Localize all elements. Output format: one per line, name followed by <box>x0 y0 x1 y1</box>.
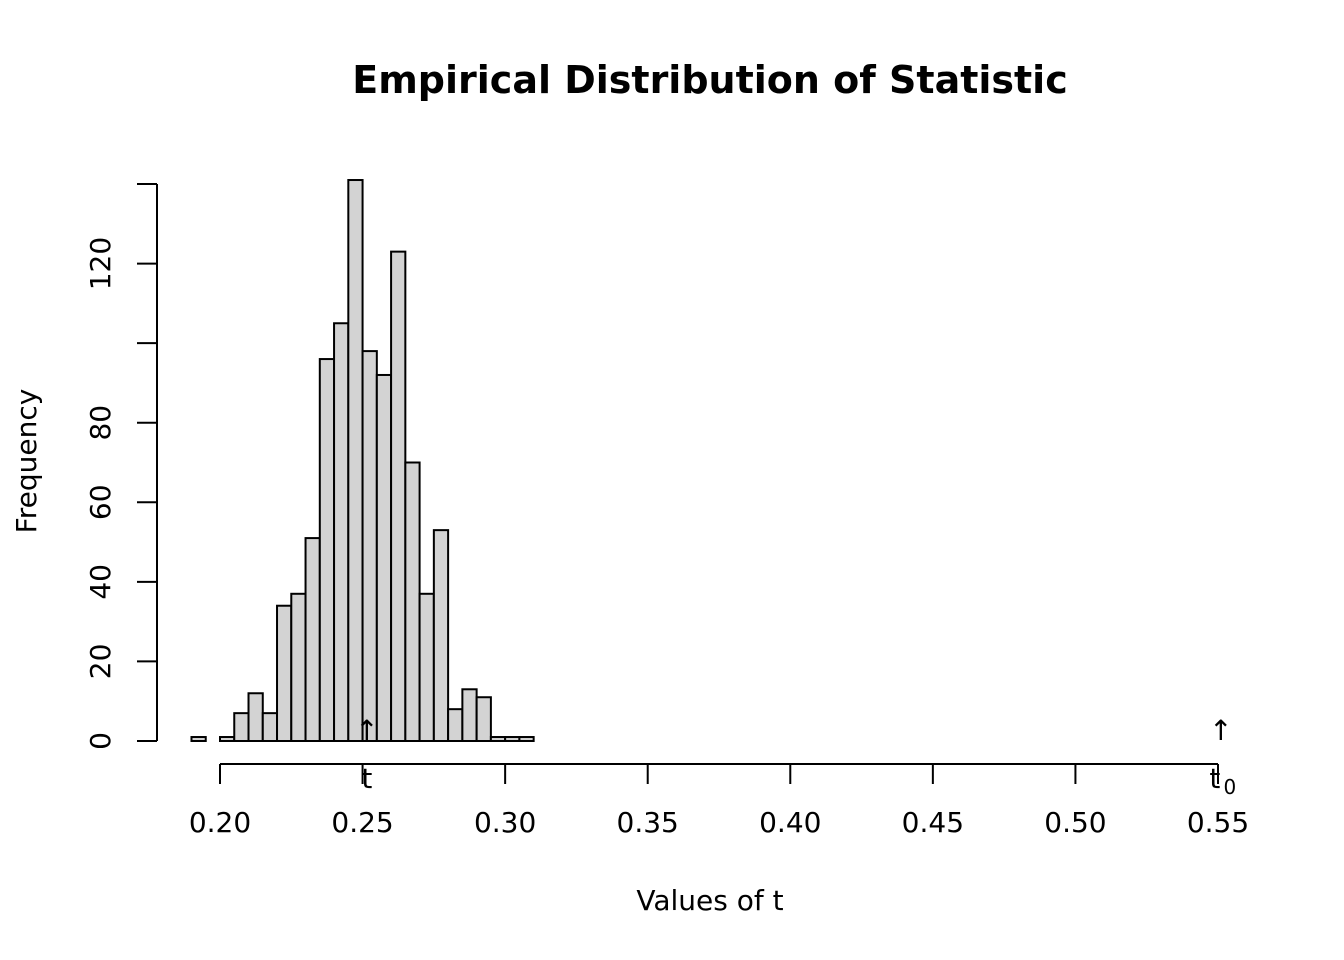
x-tick-label: 0.40 <box>759 806 821 839</box>
histogram-bar <box>475 696 492 743</box>
histogram-bar <box>489 736 507 742</box>
x-tick-label: 0.25 <box>331 806 393 839</box>
bars-group <box>190 179 535 743</box>
annotation-label: t <box>1209 762 1220 795</box>
histogram-bar <box>347 179 364 742</box>
annotation-arrow: ↑ <box>1209 714 1232 747</box>
x-axis: 0.20 0.25 0.30 0.35 0.40 0.45 0.50 0.55 <box>189 763 1249 839</box>
histogram-bar <box>361 350 378 742</box>
annotation-label: t <box>361 762 372 795</box>
histogram-bar <box>375 373 393 742</box>
y-tick-label: 60 <box>84 484 117 520</box>
y-tick-label: 20 <box>84 644 117 680</box>
x-tick-label: 0.55 <box>1187 806 1249 839</box>
y-tick-label: 40 <box>84 564 117 600</box>
histogram-bar <box>461 688 478 742</box>
histogram-bar <box>276 604 293 742</box>
histogram-bar <box>518 736 535 742</box>
annotation-arrow: ↑ <box>355 714 378 747</box>
histogram-bar <box>333 322 350 742</box>
chart-title: Empirical Distribution of Statistic <box>352 58 1068 102</box>
histogram-bar <box>247 692 264 742</box>
histogram-bar <box>290 592 307 742</box>
y-tick-label: 80 <box>84 405 117 441</box>
y-axis: 0 20 40 60 80 120 <box>84 183 158 750</box>
x-tick-label: 0.35 <box>617 806 679 839</box>
histogram-bar <box>418 592 435 742</box>
y-axis-label: Frequency <box>10 389 43 534</box>
x-tick-label: 0.45 <box>902 806 964 839</box>
y-tick-label: 0 <box>84 732 117 750</box>
histogram-bar <box>190 736 207 742</box>
x-tick-label: 0.50 <box>1044 806 1106 839</box>
x-tick-label: 0.20 <box>189 806 251 839</box>
histogram-bar <box>504 736 521 742</box>
histogram-bar <box>390 250 407 742</box>
histogram-bar <box>261 712 279 743</box>
histogram-bar <box>432 529 450 743</box>
histogram-bar <box>219 736 236 742</box>
histogram-bar <box>318 358 336 742</box>
histogram-bar <box>304 537 321 742</box>
annotation-subscript: 0 <box>1223 775 1236 799</box>
x-axis-label: Values of t <box>636 884 783 917</box>
annotations-group: ↑t↑t 0 <box>355 714 1236 799</box>
x-tick-label: 0.30 <box>474 806 536 839</box>
histogram-bar <box>404 461 421 742</box>
histogram-bar <box>233 712 250 743</box>
histogram-bar <box>447 708 464 743</box>
y-tick-label: 120 <box>84 237 117 290</box>
